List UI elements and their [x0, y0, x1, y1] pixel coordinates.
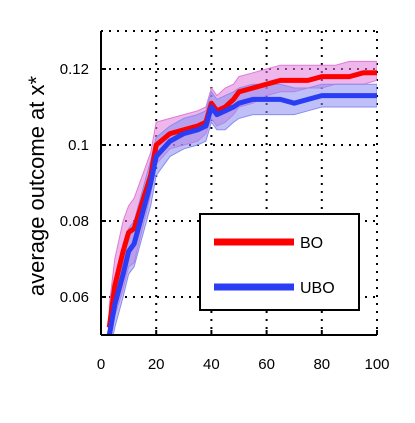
series-line-ubo: [106, 93, 377, 335]
legend-label-ubo: UBO: [300, 280, 335, 297]
legend-box: [199, 213, 360, 311]
x-tick-label: 100: [364, 356, 389, 373]
y-tick-label: 0.06: [60, 289, 89, 306]
legend: BO UBO: [199, 213, 360, 311]
x-tick-label: 60: [258, 356, 275, 373]
x-tick-label: 80: [313, 356, 330, 373]
axes-layer: [100, 31, 377, 336]
tick-layer: 0 20 40 60 80 100 0.06 0.08 0.1 0.12: [60, 61, 390, 373]
legend-label-bo: BO: [300, 235, 323, 252]
y-axis-label: average outcome at x*: [24, 76, 49, 297]
y-tick-label: 0.1: [68, 137, 89, 154]
series-band-ubo: [108, 83, 377, 335]
x-tick-label: 20: [148, 356, 165, 373]
line-layer: [106, 70, 377, 335]
x-tick-label: 40: [203, 356, 220, 373]
y-tick-label: 0.12: [60, 61, 89, 78]
y-tick-label: 0.08: [60, 213, 89, 230]
x-tick-label: 0: [97, 356, 105, 373]
